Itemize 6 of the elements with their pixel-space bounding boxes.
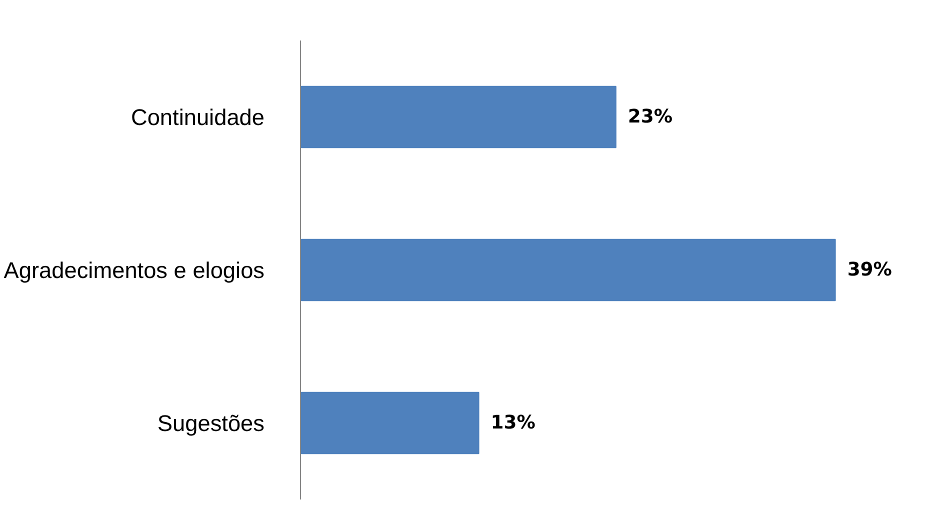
data-label: 39% [847, 260, 892, 280]
y-tick-label: Continuidade [130, 104, 265, 130]
y-tick-label: Agradecimentos e elogios [4, 257, 264, 283]
y-tick-label: Sugestões [157, 410, 265, 436]
data-label: 23% [628, 106, 673, 128]
data-label: 13% [490, 412, 536, 434]
